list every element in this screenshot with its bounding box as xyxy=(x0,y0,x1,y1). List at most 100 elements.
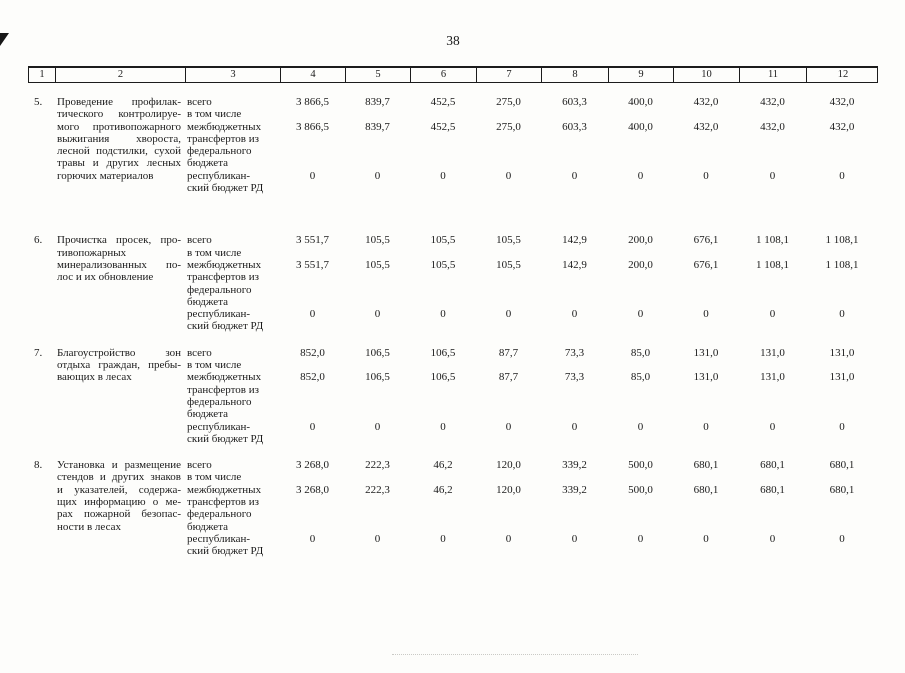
value-cell: 131,0 xyxy=(693,346,719,359)
value-cell: 0 xyxy=(309,420,316,433)
value-cell: 106,5 xyxy=(430,346,456,359)
value-cell: 105,5 xyxy=(430,234,456,247)
value-cell: 275,0 xyxy=(496,120,521,133)
value-cell: 142,9 xyxy=(562,234,587,247)
budget-label-line: бюджета xyxy=(187,295,229,308)
value-cell: 106,5 xyxy=(365,346,390,359)
column-number: 2 xyxy=(56,68,186,82)
budget-label-line: в том числе xyxy=(187,108,242,121)
value-cell: 0 xyxy=(703,532,709,545)
value-cell: 200,0 xyxy=(628,234,653,247)
document-page: 38 1 2 3 4 5 6 7 8 9 10 11 12 5. Проведение профилак… xyxy=(0,33,905,673)
value-cell: 432,0 xyxy=(760,120,785,133)
value-cell: 222,3 xyxy=(365,459,390,472)
value-cell: 839,7 xyxy=(365,120,390,133)
value-cell: 0 xyxy=(839,169,845,182)
column-number: 6 xyxy=(411,68,477,82)
value-cell: 0 xyxy=(637,420,644,433)
value-cell: 0 xyxy=(309,169,316,182)
description-line: и указателей, содержа- xyxy=(57,483,181,496)
budget-label-line: республикан- xyxy=(187,420,251,433)
value-cell: 120,0 xyxy=(496,483,521,496)
value-cell: 0 xyxy=(769,420,776,433)
value-cell: 0 xyxy=(440,169,446,182)
budget-label-line: в том числе xyxy=(187,471,242,484)
value-cell: 400,0 xyxy=(628,96,653,108)
value-cell: 0 xyxy=(571,169,578,182)
value-cell: 0 xyxy=(440,420,446,433)
value-cell: 0 xyxy=(374,308,381,321)
budget-label-line: трансфертов из xyxy=(187,132,259,145)
row-number: 7. xyxy=(34,346,43,359)
column-number: 4 xyxy=(281,68,346,82)
value-cell: 87,7 xyxy=(498,371,519,384)
budget-label-line: республикан- xyxy=(187,169,251,182)
value-cell: 0 xyxy=(703,420,709,433)
description-line: минерализованных по- xyxy=(57,258,181,271)
value-cell: 0 xyxy=(571,308,578,321)
row-description: Благоустройство зон отдыха граждан, пребы… xyxy=(55,347,185,445)
budget-label-line: в том числе xyxy=(187,246,242,259)
description-line: тивопожарных xyxy=(57,246,127,259)
value-cell: 85,0 xyxy=(630,346,651,359)
budget-label-line: всего xyxy=(187,234,212,247)
value-cell: 131,0 xyxy=(829,346,855,359)
value-cell: 46,2 xyxy=(433,483,453,496)
value-cell: 131,0 xyxy=(760,371,785,384)
column-number: 8 xyxy=(542,68,609,82)
value-cell: 339,2 xyxy=(562,483,587,496)
budget-label-line: федерального xyxy=(187,395,252,408)
description-line: отдыха граждан, пребы- xyxy=(57,359,181,372)
value-cell: 680,1 xyxy=(693,459,719,472)
column-number: 7 xyxy=(477,68,542,82)
value-cell: 0 xyxy=(703,169,709,182)
value-cell: 0 xyxy=(839,420,845,433)
value-cell: 0 xyxy=(703,308,709,321)
row-description: Проведение профилак-тического контролиру… xyxy=(55,96,185,194)
description-line: лесной подстилки, сухой xyxy=(57,145,181,158)
value-cell: 1 108,1 xyxy=(756,234,789,247)
budget-label-line: межбюджетных xyxy=(187,258,262,271)
value-cell: 603,3 xyxy=(562,120,587,133)
value-cell: 852,0 xyxy=(300,346,325,359)
value-cell: 105,5 xyxy=(365,258,390,271)
budget-label-line: федерального xyxy=(187,283,252,296)
value-cell: 106,5 xyxy=(430,371,456,384)
value-cell: 432,0 xyxy=(760,96,785,108)
description-line: тического контролируе- xyxy=(57,108,181,121)
description-line: щих информацию о ме- xyxy=(57,496,181,509)
value-cell: 0 xyxy=(309,532,316,545)
column-number: 1 xyxy=(29,68,56,82)
value-cell: 0 xyxy=(309,308,316,321)
scan-artifact xyxy=(0,33,9,46)
budget-label-line: ский бюджет РД xyxy=(187,432,264,445)
description-line: ности в лесах xyxy=(57,520,121,533)
value-cell: 0 xyxy=(769,308,776,321)
table-column-numbers-row: 1 2 3 4 5 6 7 8 9 10 11 12 xyxy=(28,66,878,83)
table-row: 6. Прочистка просек, про-тивопожарных мине… xyxy=(28,234,878,332)
value-cell: 0 xyxy=(769,532,776,545)
budget-label-line: всего xyxy=(187,96,212,108)
value-cell: 432,0 xyxy=(829,96,855,108)
description-line: Установка и размещение xyxy=(57,459,181,472)
value-cell: 1 108,1 xyxy=(756,258,789,271)
value-cell: 131,0 xyxy=(760,346,785,359)
budget-label-line: трансфертов из xyxy=(187,271,259,284)
column-number: 3 xyxy=(186,68,281,82)
value-cell: 73,3 xyxy=(564,371,585,384)
budget-label-line: ский бюджет РД xyxy=(187,182,264,195)
value-cell: 1 108,1 xyxy=(825,234,859,247)
value-cell: 0 xyxy=(839,308,845,321)
value-cell: 85,0 xyxy=(630,371,651,384)
value-cell: 680,1 xyxy=(693,483,719,496)
value-cell: 432,0 xyxy=(693,120,719,133)
value-cell: 3 551,7 xyxy=(296,234,329,247)
value-cell: 0 xyxy=(440,308,446,321)
value-cell: 0 xyxy=(571,532,578,545)
column-number: 11 xyxy=(740,68,807,82)
value-cell: 676,1 xyxy=(693,234,719,247)
row-number: 5. xyxy=(34,96,43,108)
value-cell: 142,9 xyxy=(562,258,587,271)
value-cell: 680,1 xyxy=(829,483,855,496)
value-cell: 120,0 xyxy=(496,459,521,472)
